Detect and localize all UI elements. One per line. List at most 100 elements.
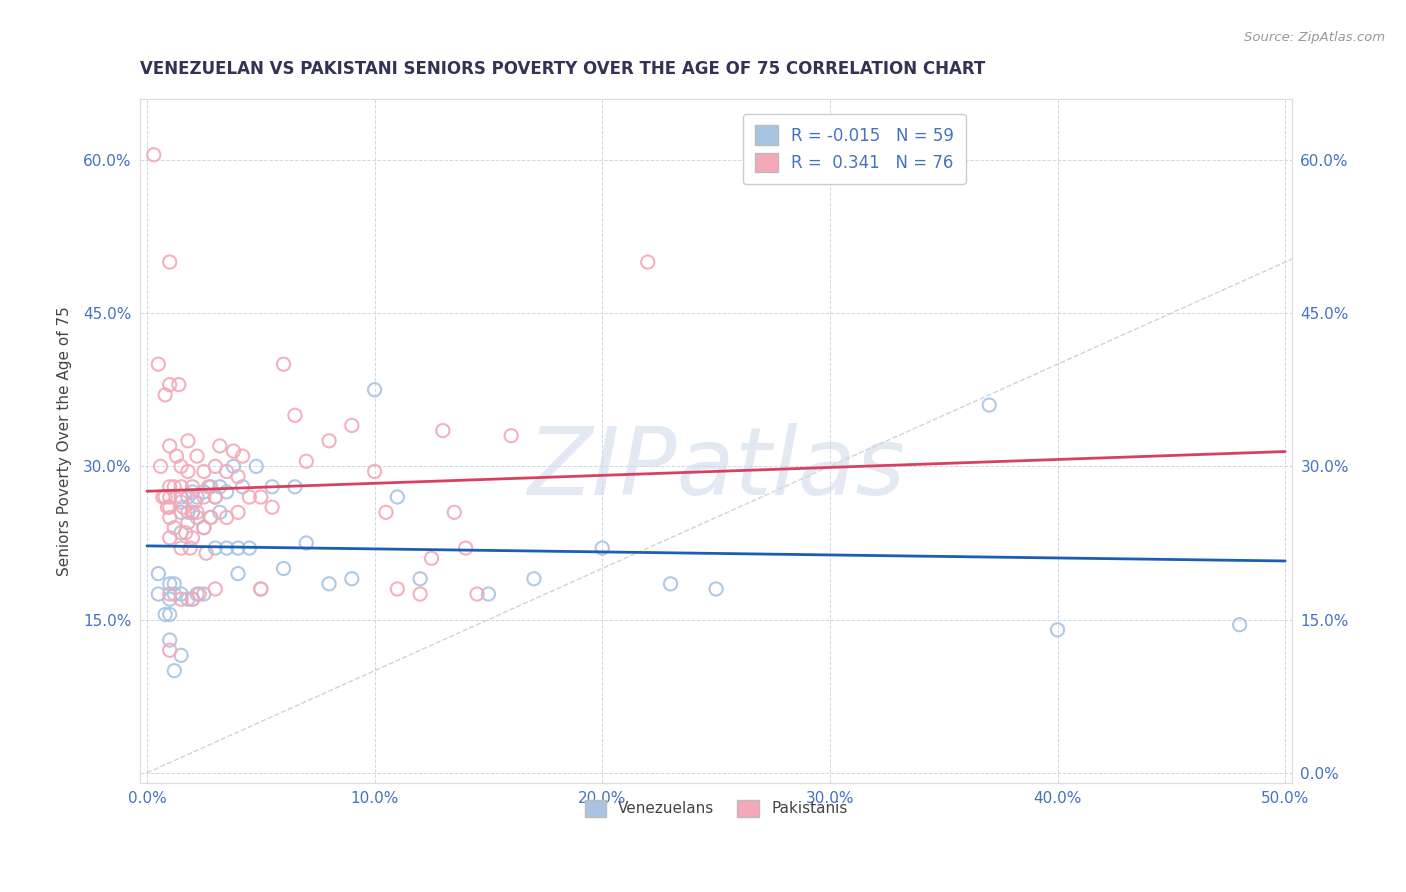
Point xyxy=(179,541,201,555)
Point xyxy=(215,541,238,555)
Text: Source: ZipAtlas.com: Source: ZipAtlas.com xyxy=(1244,31,1385,45)
Point xyxy=(159,633,181,648)
Point xyxy=(163,521,186,535)
Point xyxy=(204,541,226,555)
Point xyxy=(159,510,181,524)
Point xyxy=(172,500,194,515)
Point xyxy=(186,490,208,504)
Point xyxy=(170,495,193,509)
Point xyxy=(523,572,546,586)
Point xyxy=(193,465,215,479)
Point xyxy=(166,449,188,463)
Point xyxy=(249,582,271,596)
Point xyxy=(181,484,204,499)
Point xyxy=(226,469,249,483)
Point xyxy=(149,459,172,474)
Point xyxy=(159,439,181,453)
Point xyxy=(979,398,1001,412)
Point xyxy=(226,566,249,581)
Point xyxy=(170,459,193,474)
Point xyxy=(159,255,181,269)
Point xyxy=(232,449,254,463)
Point xyxy=(163,664,186,678)
Point xyxy=(295,454,318,468)
Point xyxy=(148,587,170,601)
Point xyxy=(181,505,204,519)
Point xyxy=(222,459,245,474)
Point xyxy=(262,480,284,494)
Point xyxy=(163,480,186,494)
Point xyxy=(363,383,385,397)
Point xyxy=(184,495,207,509)
Point xyxy=(200,480,222,494)
Point xyxy=(284,480,307,494)
Point xyxy=(181,592,204,607)
Point xyxy=(159,531,181,545)
Point xyxy=(193,521,215,535)
Point xyxy=(200,510,222,524)
Point xyxy=(159,643,181,657)
Point xyxy=(159,500,181,515)
Point xyxy=(204,490,226,504)
Point xyxy=(177,592,200,607)
Point xyxy=(295,536,318,550)
Point xyxy=(186,505,208,519)
Point xyxy=(193,587,215,601)
Point xyxy=(387,582,409,596)
Point xyxy=(193,484,215,499)
Text: VENEZUELAN VS PAKISTANI SENIORS POVERTY OVER THE AGE OF 75 CORRELATION CHART: VENEZUELAN VS PAKISTANI SENIORS POVERTY … xyxy=(141,60,986,78)
Point xyxy=(163,587,186,601)
Point xyxy=(249,490,271,504)
Point xyxy=(174,525,197,540)
Point xyxy=(153,388,176,402)
Point xyxy=(215,465,238,479)
Point xyxy=(273,561,295,575)
Point xyxy=(262,500,284,515)
Point xyxy=(226,505,249,519)
Point xyxy=(177,434,200,448)
Point xyxy=(215,484,238,499)
Point xyxy=(318,434,340,448)
Point xyxy=(204,459,226,474)
Point xyxy=(167,377,190,392)
Point xyxy=(181,480,204,494)
Point xyxy=(177,516,200,530)
Point xyxy=(186,449,208,463)
Point xyxy=(465,587,488,601)
Point xyxy=(170,541,193,555)
Point xyxy=(215,510,238,524)
Point xyxy=(232,480,254,494)
Point xyxy=(340,572,363,586)
Text: ZIPatlas: ZIPatlas xyxy=(527,423,905,514)
Point xyxy=(159,577,181,591)
Point xyxy=(637,255,659,269)
Point xyxy=(432,424,454,438)
Point xyxy=(193,490,215,504)
Point xyxy=(245,459,267,474)
Point xyxy=(188,587,211,601)
Point xyxy=(273,357,295,371)
Point xyxy=(159,592,181,607)
Point xyxy=(340,418,363,433)
Point xyxy=(181,531,204,545)
Point xyxy=(659,577,682,591)
Point xyxy=(226,541,249,555)
Point xyxy=(156,500,179,515)
Point xyxy=(197,480,219,494)
Point xyxy=(208,505,231,519)
Point xyxy=(704,582,727,596)
Point xyxy=(204,582,226,596)
Point xyxy=(177,505,200,519)
Point xyxy=(159,607,181,622)
Point xyxy=(193,521,215,535)
Y-axis label: Seniors Poverty Over the Age of 75: Seniors Poverty Over the Age of 75 xyxy=(58,306,72,575)
Point xyxy=(249,582,271,596)
Point xyxy=(208,439,231,453)
Point xyxy=(181,592,204,607)
Point xyxy=(153,607,176,622)
Point xyxy=(238,541,260,555)
Point xyxy=(318,577,340,591)
Point xyxy=(238,490,260,504)
Point xyxy=(409,572,432,586)
Point xyxy=(170,587,193,601)
